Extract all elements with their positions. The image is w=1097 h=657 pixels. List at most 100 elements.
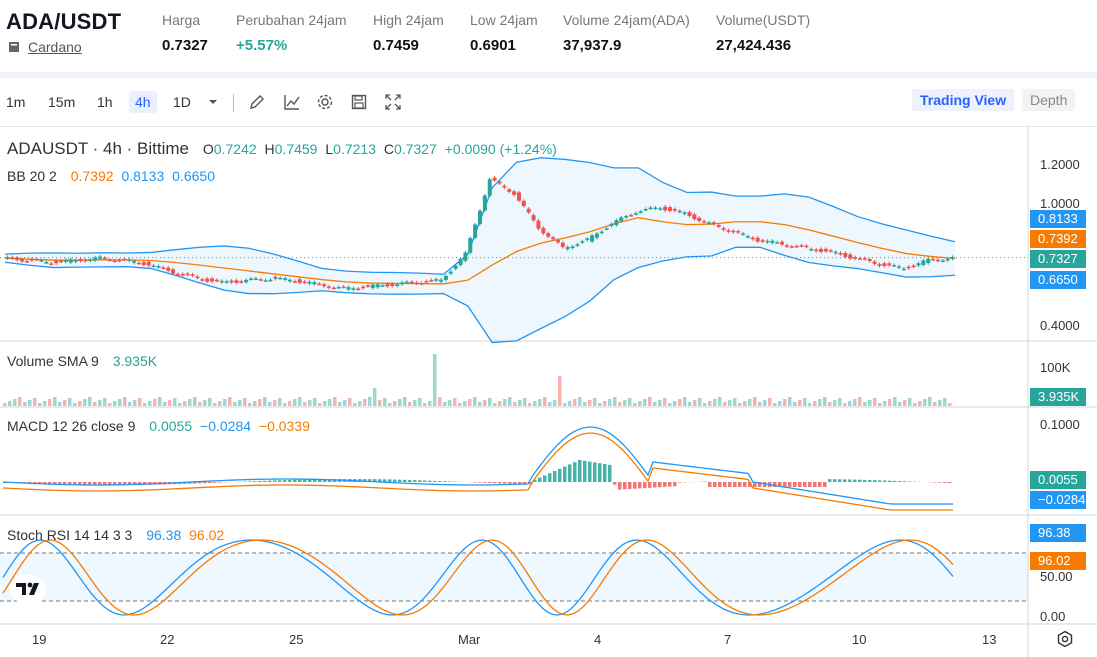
volume-bar (368, 397, 372, 406)
volume-bar (343, 400, 347, 406)
volume-bar (813, 401, 817, 406)
candle-body (887, 263, 892, 266)
volume-bar (793, 402, 797, 406)
candle-body (502, 185, 507, 188)
macd-hist-bar (143, 482, 147, 485)
volume-bar (58, 402, 62, 406)
volume-bar (498, 401, 502, 406)
timeframe-1d[interactable]: 1D (173, 94, 191, 110)
volume-bar (888, 399, 892, 406)
macd-hist-bar (268, 480, 272, 482)
macd-hist-bar (613, 482, 617, 485)
chart-area[interactable]: ADAUSDT · 4h · Bittime O0.7242 H0.7459 L… (0, 126, 1097, 657)
line-chart-icon[interactable] (283, 93, 301, 111)
macd-hist-bar (673, 482, 677, 487)
candle-body (604, 228, 609, 230)
candle-body (575, 244, 580, 246)
volume-bar (843, 403, 847, 406)
macd-hist-bar (328, 479, 332, 482)
volume-bar (928, 397, 932, 406)
volume-bar (568, 401, 572, 406)
macd-hist-bar (288, 479, 292, 482)
fullscreen-icon[interactable] (384, 93, 402, 111)
candle-body (322, 284, 327, 287)
candle-body (526, 208, 531, 213)
volume-bar (18, 397, 22, 406)
stat-label: Volume 24jam(ADA) (563, 12, 690, 28)
volume-bar (338, 402, 342, 406)
macd-hist-bar (773, 482, 777, 487)
bb-middle-tag: 0.7392 (1030, 230, 1086, 248)
candle-body (614, 220, 619, 226)
volume-bar (553, 400, 557, 406)
date-axis-label: 4 (594, 632, 602, 647)
candle-body (400, 282, 405, 285)
chart-canvas[interactable] (0, 127, 1097, 657)
volume-bar (253, 401, 257, 406)
gear-icon[interactable] (316, 93, 334, 111)
volume-bar (428, 401, 432, 406)
chart-settings-icon[interactable] (1056, 630, 1074, 648)
candle-body (239, 281, 244, 283)
macd-hist-bar (563, 466, 567, 482)
candle-body (419, 283, 424, 285)
stat-label: Volume(USDT) (716, 12, 811, 28)
stat-price: Harga 0.7327 (162, 12, 208, 54)
macd-hist-bar (483, 482, 487, 483)
macd-hist-bar (63, 482, 67, 485)
depth-button[interactable]: Depth (1022, 89, 1076, 111)
macd-hist-bar (723, 482, 727, 487)
macd-hist-bar (263, 480, 267, 482)
volume-bar (603, 401, 607, 406)
volume-bar (613, 397, 617, 406)
candle-body (745, 236, 750, 238)
timeframe-4h[interactable]: 4h (129, 91, 157, 113)
pencil-icon[interactable] (248, 93, 266, 111)
save-icon[interactable] (350, 93, 368, 111)
toolbar-divider (233, 94, 234, 112)
volume-bar (43, 401, 47, 406)
candle-body (341, 286, 346, 289)
macd-hist-bar (883, 480, 887, 482)
candle-body (580, 241, 585, 243)
candle-body (896, 266, 901, 268)
candle-body (760, 240, 765, 242)
bb-upper-tag: 0.8133 (1030, 210, 1086, 228)
candle-body (73, 259, 78, 262)
candle-body (492, 177, 497, 181)
stoch-label: Stoch RSI 14 14 3 3 (7, 527, 133, 543)
volume-bar (563, 403, 567, 406)
volume-bar (473, 397, 477, 406)
candle-body (219, 280, 224, 283)
volume-bar (248, 403, 252, 406)
pair-title: ADA/USDT (6, 9, 122, 34)
volume-label: Volume SMA 9 (7, 353, 99, 369)
macd-hist-bar (548, 473, 552, 482)
volume-bar (233, 402, 237, 406)
macd-hist-bar (388, 479, 392, 482)
macd-hist-bar (758, 482, 762, 487)
volume-bar (178, 403, 182, 406)
date-axis-label: 25 (289, 632, 304, 647)
volume-bar (828, 402, 832, 406)
timeframe-1m[interactable]: 1m (6, 94, 26, 110)
candle-body (906, 266, 911, 269)
volume-bar (823, 397, 827, 406)
volume-bar (758, 402, 762, 406)
macd-hist-bar (598, 463, 602, 482)
candle-body (784, 245, 789, 247)
candle-body (921, 260, 926, 265)
volume-bar (213, 403, 217, 406)
chevron-down-icon[interactable] (204, 93, 222, 111)
candle-body (229, 280, 234, 283)
timeframe-1h[interactable]: 1h (97, 94, 113, 110)
trading-view-button[interactable]: Trading View (912, 89, 1015, 111)
volume-bar (23, 402, 27, 406)
candle-body (619, 217, 624, 222)
timeframe-15m[interactable]: 15m (48, 94, 76, 110)
coin-name-link[interactable]: Cardano (28, 39, 82, 55)
volume-bar (33, 398, 37, 406)
stat-value: 27,424.436 (716, 37, 792, 54)
candle-body (112, 260, 117, 263)
candle-body (424, 281, 429, 283)
